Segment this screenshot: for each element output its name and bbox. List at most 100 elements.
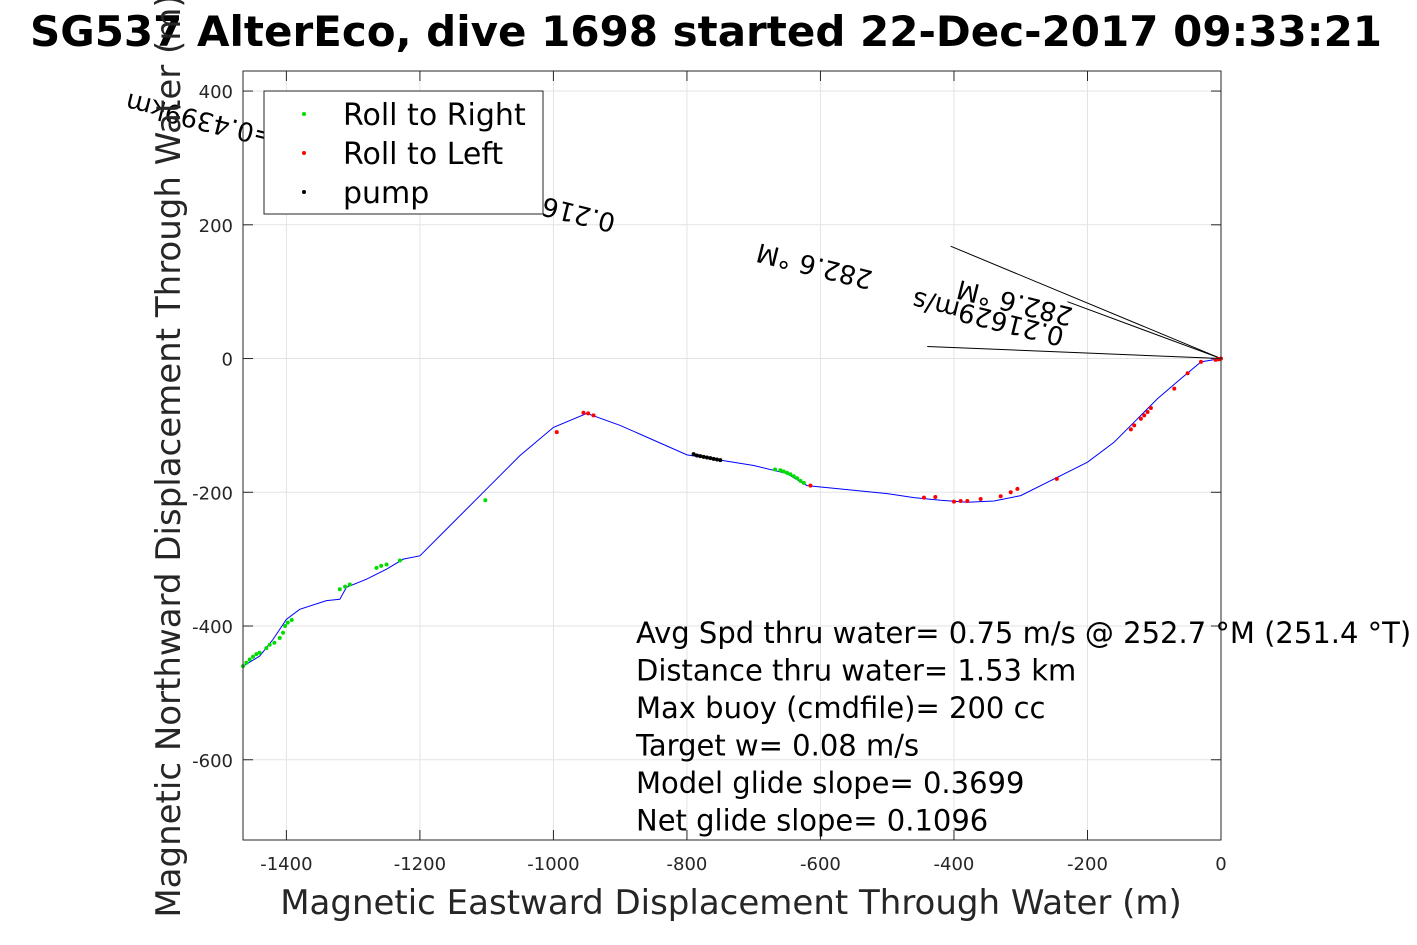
pump-point bbox=[691, 452, 696, 457]
track-polyline bbox=[242, 358, 1222, 667]
roll-to-right-point bbox=[257, 650, 262, 655]
roll-to-right-point bbox=[379, 563, 384, 568]
y-axis-label: Magnetic Northward Displacement Through … bbox=[149, 0, 189, 918]
annotation-line: Model glide slope= 0.3699 bbox=[636, 766, 1024, 800]
roll-to-right-point bbox=[343, 584, 348, 589]
track-line bbox=[242, 358, 1222, 667]
roll-to-right-point bbox=[264, 646, 269, 651]
pump-point bbox=[698, 454, 703, 459]
roll-to-right-point bbox=[244, 660, 249, 665]
pump-point bbox=[701, 454, 706, 459]
roll-to-left-point bbox=[1128, 427, 1133, 432]
roll-to-right-point bbox=[785, 470, 790, 475]
y-tick-label: -400 bbox=[192, 617, 233, 638]
roll-to-left-point bbox=[1132, 423, 1137, 428]
current-vector-line bbox=[950, 245, 1222, 360]
statistics-annotations: Avg Spd thru water= 0.75 m/s @ 252.7 °M … bbox=[635, 616, 1411, 838]
x-ticks: -1400 -1200 -1000 -800 -600 -400 -200 0 bbox=[260, 71, 1227, 875]
y-tick-label: 0 bbox=[222, 350, 233, 371]
pump-point bbox=[708, 456, 713, 461]
x-tick-label: 0 bbox=[1215, 854, 1226, 875]
legend-label-pump: pump bbox=[343, 176, 429, 211]
x-tick-label: -600 bbox=[800, 854, 841, 875]
roll-to-left-point bbox=[591, 413, 596, 418]
roll-to-right-point bbox=[397, 558, 402, 563]
x-axis-label: Magnetic Eastward Displacement Through W… bbox=[280, 883, 1182, 923]
roll-to-right-point bbox=[374, 565, 379, 570]
roll-to-right-point bbox=[801, 480, 806, 485]
roll-to-left-point bbox=[951, 499, 956, 504]
roll-to-right-point bbox=[267, 642, 272, 647]
y-tick-label: 200 bbox=[199, 216, 233, 237]
roll-to-left-point bbox=[1015, 486, 1020, 491]
roll-to-right-point bbox=[384, 562, 389, 567]
roll-to-right-point bbox=[781, 469, 786, 474]
roll-to-right-point bbox=[773, 467, 778, 472]
roll-to-left-point bbox=[1145, 410, 1150, 415]
roll-to-left-point bbox=[1148, 406, 1153, 411]
roll-to-right-point bbox=[251, 654, 256, 659]
roll-to-right-point bbox=[281, 630, 286, 635]
current-vector-line bbox=[1067, 301, 1222, 360]
roll-to-right-point bbox=[272, 640, 277, 645]
chart-title: SG537 AlterEco, dive 1698 started 22-Dec… bbox=[30, 7, 1382, 56]
roll-to-left-point bbox=[1054, 476, 1059, 481]
plot-frame bbox=[242, 70, 1222, 841]
x-tick-label: -800 bbox=[667, 854, 708, 875]
roll-to-left-point bbox=[554, 430, 559, 435]
annotation-line: Target w= 0.08 m/s bbox=[635, 729, 919, 763]
roll-to-left-point bbox=[586, 411, 591, 416]
y-tick-label: -600 bbox=[192, 751, 233, 772]
roll-to-left-point bbox=[1172, 386, 1177, 391]
roll-to-left-point bbox=[965, 498, 970, 503]
roll-to-right-point bbox=[791, 474, 796, 479]
pump-point bbox=[714, 457, 719, 462]
x-tick-label: -200 bbox=[1067, 854, 1108, 875]
y-tick-label: -200 bbox=[192, 483, 233, 504]
pump-point bbox=[718, 458, 723, 463]
legend-marker-pump bbox=[302, 190, 306, 194]
roll-to-right-point bbox=[778, 468, 783, 473]
x-tick-label: -1000 bbox=[527, 854, 579, 875]
roll-to-right-point bbox=[283, 624, 288, 629]
legend-label-roll-to-right: Roll to Right bbox=[343, 98, 526, 133]
roll-to-right-point bbox=[289, 617, 294, 622]
data-points bbox=[241, 356, 1223, 669]
roll-to-right-point bbox=[798, 478, 803, 483]
roll-to-right-point bbox=[285, 620, 290, 625]
legend: Roll to Right Roll to Left pump bbox=[263, 90, 544, 215]
roll-to-right-point bbox=[247, 657, 252, 662]
annotation-line: Max buoy (cmdfile)= 200 cc bbox=[636, 691, 1045, 725]
roll-to-left-point bbox=[978, 496, 983, 501]
roll-to-left-point bbox=[933, 494, 938, 499]
pump-point bbox=[711, 456, 716, 461]
roll-to-left-point bbox=[808, 483, 813, 488]
roll-to-right-point bbox=[347, 582, 352, 587]
roll-to-right-point bbox=[337, 587, 342, 592]
current-vector-line bbox=[927, 346, 1222, 360]
legend-marker-roll-to-left bbox=[302, 151, 306, 155]
annotation-line: Distance thru water= 1.53 km bbox=[636, 654, 1076, 688]
current-vector-lines bbox=[927, 245, 1222, 360]
y-tick-label: 400 bbox=[199, 82, 233, 103]
legend-label-roll-to-left: Roll to Left bbox=[343, 137, 503, 172]
roll-to-right-point bbox=[277, 636, 282, 641]
roll-to-left-point bbox=[581, 410, 586, 415]
roll-to-left-point bbox=[1138, 416, 1143, 421]
roll-to-right-point bbox=[795, 476, 800, 481]
annotation-line: Avg Spd thru water= 0.75 m/s @ 252.7 °M … bbox=[636, 616, 1411, 650]
roll-to-left-point bbox=[1198, 359, 1203, 364]
roll-to-right-point bbox=[788, 472, 793, 477]
roll-to-right-point bbox=[254, 652, 259, 657]
x-tick-label: -400 bbox=[934, 854, 975, 875]
roll-to-right-point bbox=[483, 498, 488, 503]
roll-to-left-point bbox=[1185, 371, 1190, 376]
roll-to-left-point bbox=[1008, 490, 1013, 495]
x-tick-label: -1200 bbox=[394, 854, 446, 875]
annotation-line: Net glide slope= 0.1096 bbox=[636, 804, 988, 838]
pump-point bbox=[704, 455, 709, 460]
legend-marker-roll-to-right bbox=[302, 112, 306, 116]
y-ticks: -600 -400 -200 0 200 400 bbox=[192, 82, 1221, 772]
roll-to-left-point bbox=[998, 494, 1003, 499]
